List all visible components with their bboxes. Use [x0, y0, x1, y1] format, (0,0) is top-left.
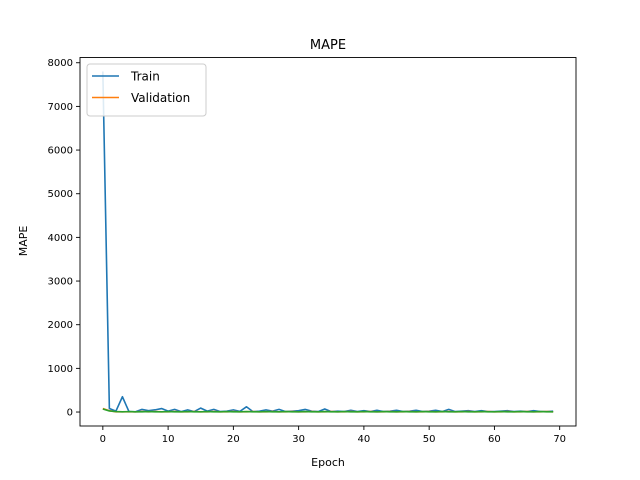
- y-tick-label: 8000: [48, 58, 73, 69]
- x-tick-label: 40: [358, 434, 371, 445]
- y-tick-label: 5000: [48, 189, 73, 200]
- y-tick-label: 4000: [48, 233, 73, 244]
- legend-label-train: Train: [130, 70, 160, 84]
- legend: Train Validation: [86, 63, 207, 117]
- plot-frame: [79, 57, 577, 427]
- y-tick-label: 2000: [48, 320, 73, 331]
- y-tick-label: 0: [67, 408, 73, 419]
- y-tick-label: 6000: [48, 146, 73, 157]
- x-tick-label: 70: [553, 434, 566, 445]
- x-tick-label: 20: [227, 434, 240, 445]
- y-axis: 0 1000 2000 3000 4000 5000 6000 7000 8000: [48, 58, 80, 419]
- x-tick-label: 0: [100, 434, 106, 445]
- y-tick-label: 1000: [48, 364, 73, 375]
- x-tick-label: 60: [488, 434, 501, 445]
- series-line-series-3: [102, 408, 554, 413]
- chart-title: MAPE: [310, 38, 346, 53]
- x-tick-label: 50: [423, 434, 436, 445]
- y-tick-label: 3000: [48, 277, 73, 288]
- x-tick-label: 30: [292, 434, 305, 445]
- series-line-train: [102, 71, 554, 413]
- x-axis-label: Epoch: [311, 456, 345, 469]
- y-tick-label: 7000: [48, 102, 73, 113]
- y-axis-label: MAPE: [17, 226, 30, 257]
- x-axis: 0 10 20 30 40 50 60 70: [100, 426, 566, 445]
- x-tick-label: 10: [162, 434, 175, 445]
- legend-box: [86, 63, 207, 117]
- series-layer: [102, 71, 554, 413]
- legend-label-validation: Validation: [131, 91, 190, 105]
